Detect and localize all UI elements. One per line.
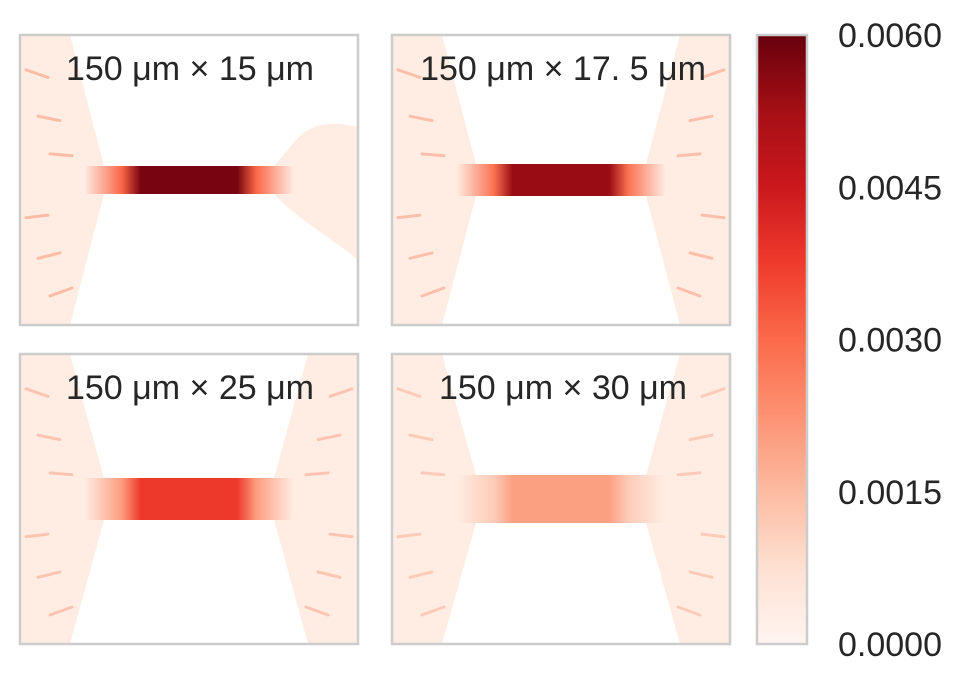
flow-streak — [688, 433, 714, 442]
heatmap-field — [392, 354, 730, 644]
flow-streak — [420, 286, 446, 298]
flow-streak — [408, 251, 434, 260]
flow-streak — [676, 471, 702, 477]
flow-streak — [24, 387, 50, 398]
flow-streak — [316, 433, 342, 442]
subplot-title: 150 μm × 25 μm — [66, 369, 314, 407]
flow-streak — [304, 605, 330, 617]
right-chamber — [274, 354, 358, 644]
colorbar-tick-label: 0.0060 — [838, 17, 942, 55]
flow-streak — [48, 471, 74, 477]
colorbar-ticks: 0.0060 0.0045 0.0030 0.0015 0.0000 — [838, 17, 942, 664]
flow-streak — [328, 532, 354, 539]
flow-streak — [48, 286, 74, 298]
flow-streak — [700, 532, 726, 539]
subplot-grid: 150 μm × 15 μm 150 μm × 17. 5 μm 150 μm × … — [18, 33, 732, 646]
subplot-frame — [18, 33, 360, 327]
flow-streak — [688, 114, 714, 123]
flow-streak — [688, 570, 714, 579]
channel-neck — [456, 475, 666, 523]
subplot-title: 150 μm × 15 μm — [66, 50, 314, 88]
colorbar: 0.0060 0.0045 0.0030 0.0015 0.0000 — [755, 17, 942, 664]
flow-streak — [700, 387, 726, 398]
colorbar-tick-label: 0.0015 — [838, 474, 942, 512]
flow-streak — [36, 570, 62, 579]
subplot-frame — [390, 33, 732, 327]
left-chamber — [20, 354, 104, 644]
flow-streak — [48, 152, 74, 158]
channel-neck — [84, 166, 294, 194]
flow-streak — [408, 570, 434, 579]
flow-streak — [36, 114, 62, 123]
flow-streak — [396, 213, 422, 220]
heatmap-field — [20, 354, 358, 644]
flow-streak — [408, 433, 434, 442]
flow-streak — [676, 286, 702, 298]
subplot-3: 150 μm × 25 μm — [18, 352, 360, 646]
right-chamber — [274, 123, 358, 260]
flow-streak — [700, 213, 726, 220]
subplot-frame — [18, 352, 360, 646]
left-chamber — [20, 35, 104, 325]
flow-streak — [396, 532, 422, 539]
flow-streak — [396, 68, 422, 79]
flow-streak — [396, 387, 422, 398]
flow-streak — [676, 152, 702, 158]
right-chamber — [646, 354, 730, 644]
flow-streak — [316, 570, 342, 579]
flow-streak — [408, 114, 434, 123]
subplot-title: 150 μm × 17. 5 μm — [420, 50, 706, 88]
channel-neck — [84, 478, 294, 520]
flow-streak — [24, 213, 50, 220]
flow-streak — [304, 471, 330, 477]
colorbar-tick-label: 0.0000 — [838, 626, 942, 664]
flow-streak — [700, 68, 726, 79]
flow-streak — [328, 387, 354, 398]
subplot-frame — [390, 352, 732, 646]
subplot-title: 150 μm × 30 μm — [439, 369, 687, 407]
flow-streak — [36, 251, 62, 260]
heatmap-field — [20, 35, 358, 325]
colorbar-gradient — [755, 33, 809, 646]
subplot-2: 150 μm × 17. 5 μm — [390, 33, 732, 327]
channel-neck — [456, 164, 666, 196]
colorbar-tick-label: 0.0045 — [838, 169, 942, 207]
flow-streak — [24, 532, 50, 539]
heatmap-field — [392, 35, 730, 325]
right-chamber — [646, 35, 730, 325]
left-chamber — [392, 35, 476, 325]
subplot-1: 150 μm × 15 μm — [18, 33, 360, 327]
flow-streak — [420, 471, 446, 477]
subplot-4: 150 μm × 30 μm — [390, 352, 732, 646]
flow-streak — [676, 605, 702, 617]
flow-streak — [688, 251, 714, 260]
flow-streak — [36, 433, 62, 442]
flow-streak — [48, 605, 74, 617]
flow-streak — [420, 152, 446, 158]
flow-streak — [24, 68, 50, 79]
colorbar-tick-label: 0.0030 — [838, 322, 942, 360]
flow-streak — [420, 605, 446, 617]
left-chamber — [392, 354, 476, 644]
